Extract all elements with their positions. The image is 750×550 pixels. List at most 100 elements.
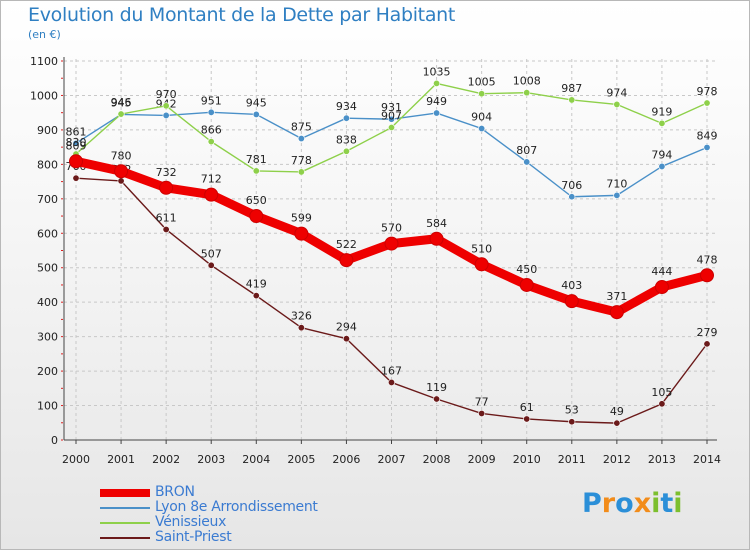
data-label-bron: 450 <box>516 263 537 276</box>
x-tick-label: 2011 <box>558 453 586 466</box>
data-label-v-nissieux: 919 <box>651 105 672 118</box>
y-tick-label: 500 <box>37 262 58 275</box>
logo-letter: i <box>651 488 661 519</box>
legend-swatch <box>100 489 150 497</box>
legend-swatch <box>100 537 150 539</box>
data-label-bron: 584 <box>426 217 447 230</box>
data-point-bron <box>429 231 444 246</box>
data-point-lyon-8e-arrondissement <box>433 109 441 117</box>
logo-letter: r <box>601 488 616 519</box>
data-label-saint-priest: 279 <box>697 326 718 339</box>
legend-label: BRON <box>155 484 195 500</box>
data-label-saint-priest: 326 <box>291 310 312 323</box>
data-point-bron <box>159 180 174 195</box>
chart-title: Evolution du Montant de la Dette par Hab… <box>28 4 456 26</box>
data-label-saint-priest: 61 <box>520 401 534 414</box>
data-label-v-nissieux: 838 <box>336 133 357 146</box>
legend-item: Vénissieux <box>100 514 400 530</box>
chart-subtitle: (en €) <box>28 28 61 41</box>
data-label-bron: 809 <box>66 139 87 152</box>
data-label-lyon-8e-arrondissement: 945 <box>246 96 267 109</box>
data-point-saint-priest <box>523 415 531 423</box>
legend-label: Lyon 8e Arrondissement <box>155 499 318 515</box>
data-point-lyon-8e-arrondissement <box>523 158 531 166</box>
data-label-lyon-8e-arrondissement: 875 <box>291 121 312 134</box>
data-point-lyon-8e-arrondissement <box>613 191 621 199</box>
data-point-saint-priest <box>252 292 260 300</box>
data-label-saint-priest: 507 <box>201 247 222 260</box>
data-label-saint-priest: 49 <box>610 405 624 418</box>
logo-letter: x <box>633 488 652 519</box>
data-label-saint-priest: 294 <box>336 321 357 334</box>
x-tick-label: 2014 <box>693 453 721 466</box>
data-point-bron <box>204 187 219 202</box>
data-point-lyon-8e-arrondissement <box>478 125 486 133</box>
data-label-v-nissieux: 1008 <box>513 75 541 88</box>
data-label-lyon-8e-arrondissement: 949 <box>426 95 447 108</box>
data-label-v-nissieux: 946 <box>111 96 132 109</box>
legend-item: BRON <box>100 484 400 500</box>
y-tick-label: 100 <box>37 400 58 413</box>
logo-letter: P <box>582 488 602 519</box>
data-point-v-nissieux <box>703 99 711 107</box>
data-point-saint-priest <box>387 378 395 386</box>
x-tick-label: 2010 <box>513 453 541 466</box>
data-label-v-nissieux: 970 <box>156 88 177 101</box>
data-point-saint-priest <box>72 174 80 182</box>
data-label-bron: 650 <box>246 194 267 207</box>
data-point-v-nissieux <box>162 102 170 110</box>
x-tick-label: 2001 <box>107 453 135 466</box>
data-label-lyon-8e-arrondissement: 849 <box>697 129 718 142</box>
data-point-v-nissieux <box>478 90 486 98</box>
data-point-saint-priest <box>478 409 486 417</box>
data-label-v-nissieux: 1035 <box>423 65 451 78</box>
data-label-saint-priest: 611 <box>156 211 177 224</box>
data-label-bron: 522 <box>336 238 357 251</box>
data-label-saint-priest: 167 <box>381 364 402 377</box>
data-label-v-nissieux: 778 <box>291 154 312 167</box>
data-point-bron <box>654 280 669 295</box>
data-label-bron: 780 <box>111 149 132 162</box>
data-label-v-nissieux: 866 <box>201 124 222 137</box>
y-tick-label: 300 <box>37 331 58 344</box>
data-point-lyon-8e-arrondissement <box>72 139 80 147</box>
data-label-v-nissieux: 987 <box>561 82 582 95</box>
data-label-lyon-8e-arrondissement: 934 <box>336 100 357 113</box>
y-tick-label: 400 <box>37 296 58 309</box>
data-label-v-nissieux: 978 <box>697 85 718 98</box>
x-tick-label: 2007 <box>378 453 406 466</box>
data-label-bron: 403 <box>561 279 582 292</box>
data-point-lyon-8e-arrondissement <box>252 110 260 118</box>
x-tick-label: 2000 <box>62 453 90 466</box>
data-point-saint-priest <box>658 400 666 408</box>
data-point-bron <box>114 164 129 179</box>
data-point-lyon-8e-arrondissement <box>658 162 666 170</box>
data-label-lyon-8e-arrondissement: 861 <box>66 125 87 138</box>
data-label-v-nissieux: 907 <box>381 109 402 122</box>
data-label-v-nissieux: 1005 <box>468 76 496 89</box>
data-point-bron <box>700 268 714 283</box>
data-point-bron <box>519 277 534 292</box>
data-point-bron <box>339 253 354 268</box>
data-point-bron <box>474 257 489 272</box>
data-label-saint-priest: 119 <box>426 381 447 394</box>
x-tick-label: 2012 <box>603 453 631 466</box>
data-label-lyon-8e-arrondissement: 710 <box>606 177 627 190</box>
data-label-v-nissieux: 974 <box>606 86 627 99</box>
legend-label: Saint-Priest <box>155 529 232 545</box>
x-tick-label: 2009 <box>468 453 496 466</box>
legend-item: Saint-Priest <box>100 529 400 545</box>
chart-legend: BRON Lyon 8e Arrondissement Vénissieux Sain… <box>100 484 400 545</box>
data-label-v-nissieux: 830 <box>66 136 87 149</box>
data-point-bron <box>609 305 624 320</box>
data-point-v-nissieux <box>658 119 666 127</box>
data-point-lyon-8e-arrondissement <box>342 114 350 122</box>
y-tick-label: 600 <box>37 227 58 240</box>
data-point-bron <box>564 294 579 309</box>
data-label-bron: 732 <box>156 166 177 179</box>
data-label-saint-priest: 77 <box>475 395 489 408</box>
data-label-lyon-8e-arrondissement: 951 <box>201 94 222 107</box>
data-point-v-nissieux <box>613 100 621 108</box>
